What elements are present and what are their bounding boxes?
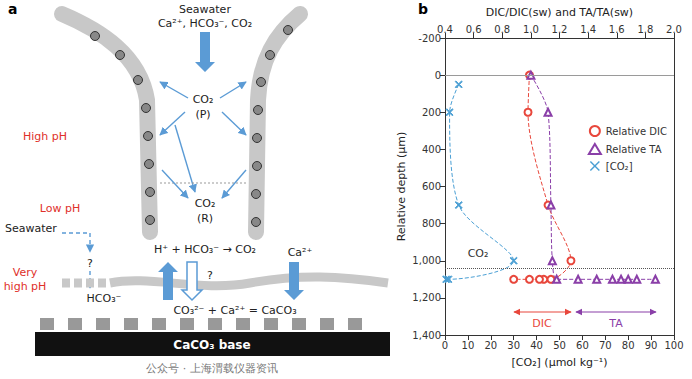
svg-text:DIC/DIC(sw) and TA/TA(sw): DIC/DIC(sw) and TA/TA(sw): [486, 6, 633, 19]
svg-text:1.6: 1.6: [609, 24, 625, 35]
svg-text:0: 0: [435, 70, 441, 81]
svg-text:Low pH: Low pH: [40, 202, 80, 215]
svg-text:CO₂: CO₂: [468, 247, 489, 260]
svg-text:Relative TA: Relative TA: [606, 144, 662, 155]
svg-text:[CO₂] (μmol kg⁻¹): [CO₂] (μmol kg⁻¹): [512, 356, 608, 369]
svg-text:1.4: 1.4: [580, 24, 596, 35]
svg-text:TA: TA: [608, 317, 623, 330]
svg-text:Relative depth (μm): Relative depth (μm): [395, 132, 408, 242]
svg-text:400: 400: [422, 144, 441, 155]
svg-text:?: ?: [87, 257, 93, 270]
svg-text:1,000: 1,000: [412, 255, 441, 266]
svg-text:Relative DIC: Relative DIC: [606, 126, 667, 137]
svg-text:a: a: [8, 1, 17, 17]
svg-text:High pH: High pH: [23, 130, 67, 143]
svg-text:Seawater: Seawater: [179, 3, 231, 16]
svg-text:50: 50: [553, 340, 566, 351]
svg-text:?: ?: [207, 269, 213, 282]
svg-text:-200: -200: [418, 32, 441, 44]
svg-text:20: 20: [484, 340, 497, 351]
svg-text:1,200: 1,200: [412, 292, 441, 303]
svg-text:DIC: DIC: [532, 317, 552, 330]
svg-text:0: 0: [442, 340, 448, 351]
svg-text:0.6: 0.6: [466, 24, 482, 35]
svg-text:1.8: 1.8: [637, 24, 653, 35]
svg-text:90: 90: [645, 340, 658, 351]
svg-text:(P): (P): [195, 108, 210, 121]
svg-text:CO₂: CO₂: [195, 197, 216, 210]
svg-text:公众号 · 上海渭载仪器资讯: 公众号 · 上海渭载仪器资讯: [146, 362, 278, 375]
svg-text:CO₂: CO₂: [193, 93, 214, 106]
svg-text:Ca²⁺, HCO₃⁻, CO₂: Ca²⁺, HCO₃⁻, CO₂: [158, 17, 252, 30]
svg-text:CO₃²⁻ + Ca²⁺ = CaCO₃: CO₃²⁻ + Ca²⁺ = CaCO₃: [173, 304, 296, 317]
svg-text:HCO₃⁻: HCO₃⁻: [87, 292, 122, 305]
svg-text:70: 70: [599, 340, 612, 351]
svg-text:40: 40: [530, 340, 543, 351]
svg-text:(R): (R): [197, 212, 213, 225]
svg-text:b: b: [418, 1, 428, 17]
svg-text:[CO₂]: [CO₂]: [606, 161, 633, 172]
svg-text:Seawater: Seawater: [5, 222, 57, 235]
svg-text:2.0: 2.0: [666, 24, 682, 35]
svg-text:30: 30: [507, 340, 520, 351]
svg-text:Ca²⁺: Ca²⁺: [288, 246, 313, 259]
svg-text:60: 60: [576, 340, 589, 351]
svg-text:1.0: 1.0: [523, 24, 539, 35]
svg-text:100: 100: [664, 340, 683, 351]
svg-text:0.8: 0.8: [494, 24, 510, 35]
svg-text:CaCO₃ base: CaCO₃ base: [173, 338, 250, 352]
svg-text:200: 200: [422, 107, 441, 118]
svg-text:800: 800: [422, 218, 441, 229]
svg-text:high pH: high pH: [4, 280, 47, 293]
svg-text:600: 600: [422, 181, 441, 192]
svg-text:80: 80: [622, 340, 635, 351]
svg-text:10: 10: [462, 340, 475, 351]
svg-text:1,400: 1,400: [412, 330, 441, 341]
svg-text:Very: Very: [13, 266, 38, 279]
svg-text:1.2: 1.2: [552, 24, 568, 35]
svg-text:0.4: 0.4: [437, 24, 453, 35]
svg-text:H⁺ + HCO₃⁻ → CO₂: H⁺ + HCO₃⁻ → CO₂: [154, 243, 256, 256]
